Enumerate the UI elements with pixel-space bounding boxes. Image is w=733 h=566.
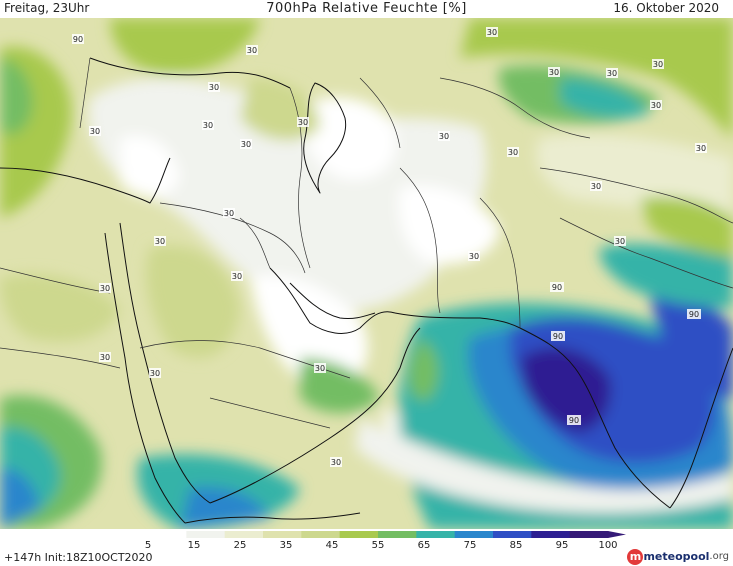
contour-label: 30 [202, 120, 214, 130]
contour-label: 90 [551, 331, 565, 341]
contour-label: 30 [486, 27, 498, 37]
contour-label: 30 [695, 143, 707, 153]
svg-text:90: 90 [569, 416, 579, 425]
colorbar-swatch [339, 531, 379, 538]
contour-label: 30 [231, 271, 243, 281]
contour-label: 30 [99, 283, 111, 293]
contour-labels: 90 30 30 30 30 30 30 30 30 30 30 30 30 3… [72, 27, 707, 467]
colorbar-tick-label: 45 [326, 540, 339, 549]
svg-text:30: 30 [615, 237, 625, 246]
svg-text:30: 30 [232, 272, 242, 281]
humidity-map: 90 30 30 30 30 30 30 30 30 30 30 30 30 3… [0, 18, 733, 529]
svg-text:30: 30 [508, 148, 518, 157]
svg-text:90: 90 [552, 283, 562, 292]
contour-label: 30 [606, 68, 618, 78]
map-title: 700hPa Relative Feuchte [%] [266, 1, 467, 16]
colorbar-tick-label: 85 [510, 540, 523, 549]
contour-label: 90 [72, 34, 84, 44]
map-header: Freitag, 23Uhr 700hPa Relative Feuchte [… [0, 0, 733, 18]
contour-label: 30 [507, 147, 519, 157]
colorbar-swatch [148, 531, 187, 538]
colorbar-tick-label: 75 [464, 540, 477, 549]
svg-text:90: 90 [689, 310, 699, 319]
meteopool-logo-icon: m [627, 548, 644, 565]
colorbar-swatch [186, 531, 226, 538]
logo-name: meteopool [643, 550, 710, 563]
contour-label: 30 [297, 117, 309, 127]
colorbar-tick-label: 35 [280, 540, 293, 549]
svg-text:30: 30 [100, 353, 110, 362]
svg-text:30: 30 [549, 68, 559, 77]
svg-text:30: 30 [487, 28, 497, 37]
contour-label: 30 [468, 251, 480, 261]
run-info: +147h Init:18Z10OCT2020 [4, 551, 153, 564]
svg-text:30: 30 [155, 237, 165, 246]
contour-label: 30 [614, 236, 626, 246]
map-footer: 5 15 25 35 45 55 65 75 85 95 100 +147h Init:18Z10O… [0, 529, 733, 566]
contour-label: 30 [99, 352, 111, 362]
contour-label: 30 [89, 126, 101, 136]
colorbar-swatch [301, 531, 341, 538]
contour-label: 30 [590, 181, 602, 191]
colorbar-swatch [224, 531, 264, 538]
contour-label: 30 [548, 67, 560, 77]
contour-label: 30 [208, 82, 220, 92]
colorbar-tick-label: 15 [188, 540, 201, 549]
colorbar-tick-label: 25 [234, 540, 247, 549]
svg-text:30: 30 [315, 364, 325, 373]
colorbar-swatch [493, 531, 532, 538]
contour-label: 30 [154, 236, 166, 246]
svg-text:30: 30 [203, 121, 213, 130]
forecast-date-label: 16. Oktober 2020 [613, 1, 719, 15]
meteopool-logo[interactable]: m meteopool.org [627, 546, 729, 565]
contour-label: 30 [246, 45, 258, 55]
contour-label: 30 [438, 131, 450, 141]
contour-label: 30 [650, 100, 662, 110]
colorbar-swatch [569, 531, 609, 538]
contour-label: 30 [314, 363, 326, 373]
svg-text:30: 30 [298, 118, 308, 127]
svg-text:90: 90 [73, 35, 83, 44]
svg-text:30: 30 [653, 60, 663, 69]
svg-text:30: 30 [150, 369, 160, 378]
colorbar-tick-label: 65 [418, 540, 431, 549]
colorbar-arrow [608, 531, 626, 538]
svg-text:30: 30 [90, 127, 100, 136]
colorbar: 5 15 25 35 45 55 65 75 85 95 100 [145, 531, 626, 549]
svg-text:30: 30 [439, 132, 449, 141]
contour-label: 30 [240, 139, 252, 149]
coastlines [0, 57, 733, 524]
contour-label: 90 [687, 309, 701, 319]
svg-text:30: 30 [331, 458, 341, 467]
colorbar-swatch [378, 531, 417, 538]
colorbar-swatch [263, 531, 302, 538]
colorbar-tick-label: 95 [556, 540, 569, 549]
colorbar-tick-label: 100 [598, 540, 617, 549]
colorbar-swatch [454, 531, 494, 538]
forecast-day-label: Freitag, 23Uhr [4, 1, 90, 15]
contour-label: 90 [550, 282, 564, 292]
colorbar-swatch [531, 531, 571, 538]
svg-text:30: 30 [224, 209, 234, 218]
svg-text:30: 30 [607, 69, 617, 78]
contour-label: 30 [149, 368, 161, 378]
svg-text:30: 30 [696, 144, 706, 153]
svg-text:30: 30 [591, 182, 601, 191]
svg-text:30: 30 [247, 46, 257, 55]
contour-label: 90 [567, 415, 581, 425]
humidity-field [0, 18, 733, 529]
svg-text:90: 90 [553, 332, 563, 341]
svg-text:30: 30 [241, 140, 251, 149]
svg-text:30: 30 [100, 284, 110, 293]
logo-domain: .org [709, 551, 729, 562]
contour-label: 30 [223, 208, 235, 218]
colorbar-swatch [416, 531, 456, 538]
contour-label: 30 [330, 457, 342, 467]
colorbar-tick-label: 5 [145, 540, 151, 549]
colorbar-tick-label: 55 [372, 540, 385, 549]
svg-text:30: 30 [209, 83, 219, 92]
contour-label: 30 [652, 59, 664, 69]
svg-text:30: 30 [469, 252, 479, 261]
svg-text:30: 30 [651, 101, 661, 110]
